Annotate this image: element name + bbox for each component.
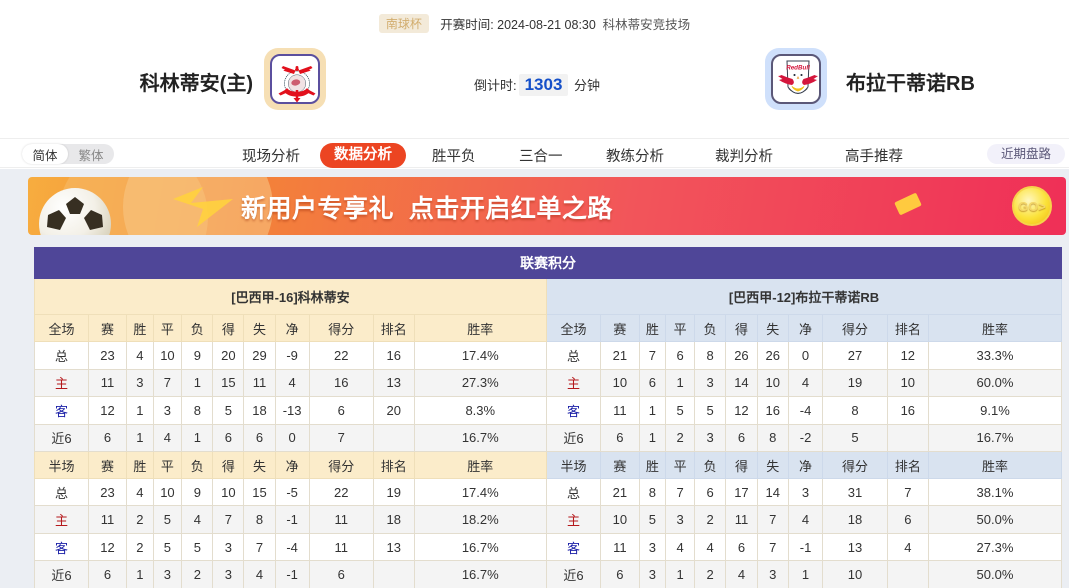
svg-text:RedBull: RedBull bbox=[786, 65, 810, 72]
